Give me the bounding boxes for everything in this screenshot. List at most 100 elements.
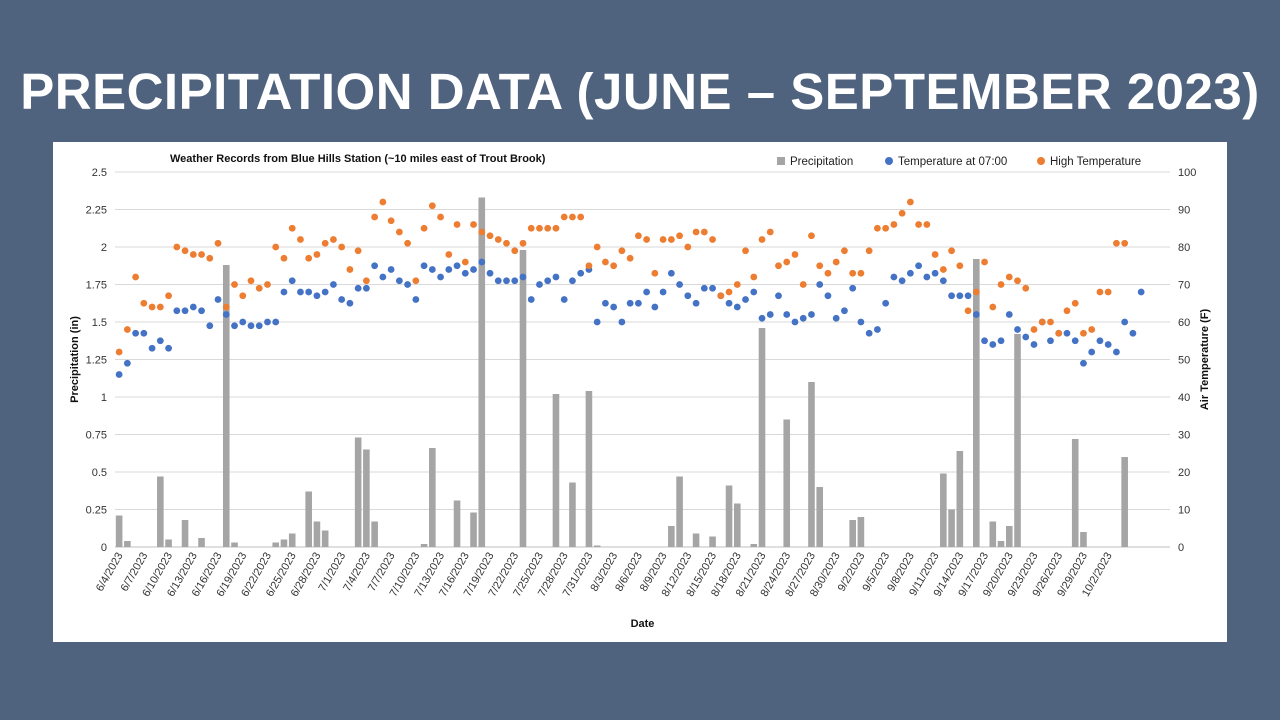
high-temp-point	[1047, 318, 1054, 326]
precip-bar	[552, 394, 560, 547]
temp-0700-point	[330, 281, 337, 288]
temp-0700-point	[890, 273, 898, 281]
temp-0700-point	[214, 296, 222, 303]
high-temp-point	[931, 251, 939, 258]
temp-0700-point	[379, 273, 387, 281]
high-temp-point	[725, 288, 733, 296]
high-temp-point	[412, 277, 420, 285]
high-temp-point	[527, 224, 535, 232]
temp-0700-point	[766, 311, 774, 318]
temp-0700-point	[1096, 337, 1104, 345]
high-temp-point	[857, 269, 865, 277]
precip-bar	[816, 487, 824, 547]
high-temp-point	[272, 243, 280, 251]
temp-0700-point	[989, 341, 997, 348]
temp-0700-point	[387, 266, 395, 273]
high-temp-point	[676, 232, 683, 240]
high-temp-point	[651, 269, 659, 277]
y-tick-label: 0	[101, 542, 107, 554]
high-temp-point	[461, 258, 469, 266]
temp-0700-point	[371, 262, 379, 270]
y-tick-label: 0.5	[92, 467, 107, 479]
precip-bar	[758, 328, 766, 547]
temp-0700-point	[1104, 341, 1112, 348]
slide-title: PRECIPITATION DATA (JUNE – SEPTEMBER 202…	[20, 63, 1260, 120]
high-temp-point	[338, 243, 346, 251]
temp-0700-point	[841, 307, 848, 315]
precip-bar	[519, 250, 527, 547]
high-temp-point	[989, 303, 997, 311]
high-temp-point	[494, 236, 502, 243]
high-temp-point	[610, 262, 618, 270]
temp-0700-point	[189, 303, 197, 311]
high-temp-point	[602, 258, 609, 266]
temp-0700-point	[395, 277, 403, 285]
y2-tick-label: 90	[1178, 205, 1190, 217]
high-temp-point	[552, 224, 560, 232]
temp-0700-point	[511, 277, 519, 285]
high-temp-point	[222, 303, 230, 311]
temp-0700-point	[593, 318, 601, 326]
high-temp-point	[733, 281, 741, 288]
precip-bar	[997, 541, 1005, 547]
precip-bar	[668, 526, 675, 547]
high-temp-point	[395, 228, 403, 236]
temp-0700-point	[255, 322, 263, 330]
high-temp-point	[956, 262, 964, 270]
precip-bar	[585, 391, 593, 547]
temp-0700-point	[132, 329, 140, 337]
y2-tick-label: 70	[1178, 280, 1190, 292]
high-temp-point	[437, 213, 444, 221]
temp-0700-point	[536, 281, 543, 288]
high-temp-point	[280, 254, 288, 262]
high-temp-point	[288, 224, 296, 232]
temp-0700-point	[1137, 288, 1145, 296]
precip-bar	[288, 533, 296, 547]
high-temp-point	[486, 232, 494, 240]
precip-bar	[181, 520, 189, 547]
temp-0700-point	[288, 277, 296, 285]
temp-0700-point	[231, 322, 238, 330]
precip-bar	[313, 521, 321, 547]
high-temp-point	[453, 221, 461, 228]
high-temp-point	[297, 236, 304, 243]
high-temp-point	[1071, 299, 1079, 307]
legend-precipitation: Precipitation	[790, 156, 853, 168]
temp-0700-point	[1088, 348, 1096, 356]
high-temp-point	[1005, 273, 1013, 281]
high-temp-point	[1022, 284, 1030, 292]
temp-0700-point	[1121, 318, 1129, 326]
temp-0700-point	[453, 262, 461, 270]
precip-bar	[1080, 532, 1087, 547]
temp-0700-point	[354, 284, 362, 292]
temp-0700-point	[247, 322, 255, 330]
temp-0700-point	[494, 277, 502, 285]
precip-bar	[569, 482, 576, 547]
y-tick-label: 1.5	[92, 317, 107, 329]
y-tick-label: 2.25	[86, 205, 107, 217]
temp-0700-point	[923, 273, 931, 281]
high-temp-point	[717, 292, 725, 300]
precip-bar	[1005, 526, 1013, 547]
temp-0700-point	[742, 296, 749, 303]
chart-title: Weather Records from Blue Hills Station …	[170, 153, 546, 165]
high-temp-point	[626, 254, 634, 262]
high-temp-point	[593, 243, 601, 251]
precip-bar	[231, 542, 238, 547]
temp-0700-point	[445, 266, 453, 273]
temp-0700-point	[404, 281, 411, 288]
temp-0700-point	[618, 318, 626, 326]
high-temp-point	[890, 221, 898, 228]
temp-0700-point	[931, 269, 939, 277]
precip-bar	[750, 544, 758, 547]
temp-0700-point	[634, 299, 642, 307]
high-temp-point	[264, 281, 271, 288]
y-tick-label: 0.75	[86, 430, 107, 442]
high-temp-point	[700, 228, 708, 236]
high-temp-point	[165, 292, 172, 300]
high-temp-point	[445, 251, 453, 258]
temp-0700-point	[832, 314, 840, 322]
temp-0700-point	[1022, 333, 1030, 341]
high-temp-point	[997, 281, 1005, 288]
temp-0700-point	[964, 292, 972, 300]
